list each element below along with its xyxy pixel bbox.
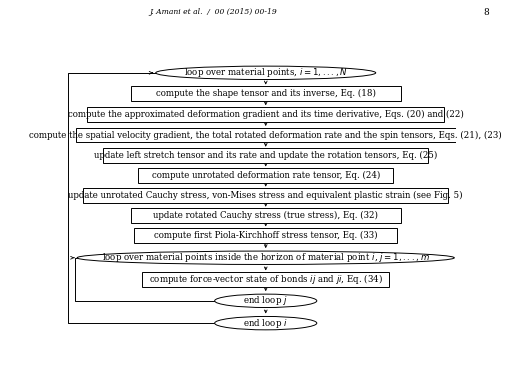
FancyBboxPatch shape bbox=[131, 86, 401, 101]
Text: update unrotated Cauchy stress, von-Mises stress and equivalent plastic strain (: update unrotated Cauchy stress, von-Mise… bbox=[68, 191, 463, 200]
Text: compute the spatial velocity gradient, the total rotated deformation rate and th: compute the spatial velocity gradient, t… bbox=[29, 130, 502, 139]
Text: loop over material points inside the horizon of material point $i$, $j = 1, ...,: loop over material points inside the hor… bbox=[102, 251, 430, 264]
Text: update left stretch tensor and its rate and update the rotation tensors, Eq. (25: update left stretch tensor and its rate … bbox=[94, 151, 438, 160]
FancyBboxPatch shape bbox=[103, 148, 428, 163]
FancyBboxPatch shape bbox=[134, 228, 397, 243]
FancyBboxPatch shape bbox=[87, 107, 444, 122]
Text: J. Amani et al.  /  00 (2015) 00-19: J. Amani et al. / 00 (2015) 00-19 bbox=[149, 8, 277, 16]
Ellipse shape bbox=[214, 317, 317, 330]
Ellipse shape bbox=[214, 294, 317, 307]
FancyBboxPatch shape bbox=[142, 272, 389, 287]
Text: compute unrotated deformation rate tensor, Eq. (24): compute unrotated deformation rate tenso… bbox=[152, 171, 380, 180]
Text: compute the shape tensor and its inverse, Eq. (18): compute the shape tensor and its inverse… bbox=[156, 89, 376, 98]
Text: compute the approximated deformation gradient and its time derivative, Eqs. (20): compute the approximated deformation gra… bbox=[68, 110, 464, 119]
Text: loop over material points, $i = 1, ..., N$: loop over material points, $i = 1, ..., … bbox=[184, 66, 348, 79]
Text: compute force-vector state of bonds $ij$ and $ji$, Eq. (34): compute force-vector state of bonds $ij$… bbox=[149, 272, 383, 287]
Ellipse shape bbox=[156, 66, 376, 80]
FancyBboxPatch shape bbox=[131, 208, 401, 223]
Text: compute first Piola-Kirchhoff stress tensor, Eq. (33): compute first Piola-Kirchhoff stress ten… bbox=[154, 231, 378, 240]
FancyBboxPatch shape bbox=[84, 188, 448, 203]
Ellipse shape bbox=[77, 251, 454, 264]
Text: update rotated Cauchy stress (true stress), Eq. (32): update rotated Cauchy stress (true stres… bbox=[153, 211, 378, 220]
Text: end loop $i$: end loop $i$ bbox=[243, 317, 288, 330]
Text: end loop $j$: end loop $j$ bbox=[243, 295, 288, 307]
FancyBboxPatch shape bbox=[76, 128, 456, 142]
Text: 8: 8 bbox=[484, 8, 489, 18]
FancyBboxPatch shape bbox=[138, 168, 393, 183]
